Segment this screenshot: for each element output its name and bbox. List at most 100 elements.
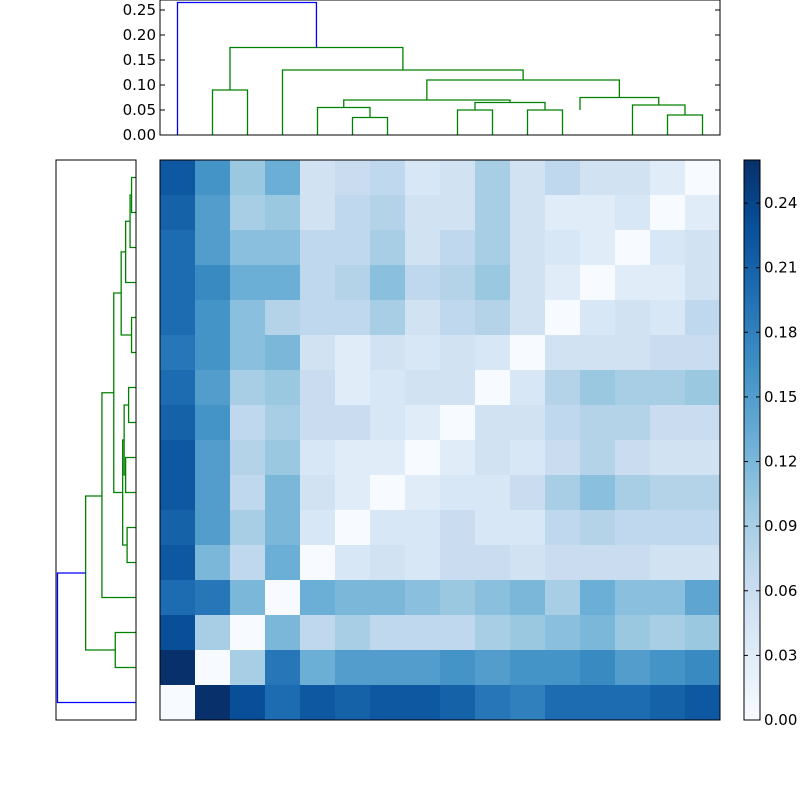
heatmap-cell <box>230 405 266 441</box>
heatmap-cell <box>300 405 336 441</box>
heatmap-cell <box>230 230 266 266</box>
heatmap-cell <box>545 650 581 686</box>
heatmap-cell <box>195 195 231 231</box>
heatmap-cell <box>545 545 581 581</box>
heatmap-cell <box>230 580 266 616</box>
heatmap-cell <box>685 160 721 196</box>
heatmap-cell <box>650 405 686 441</box>
heatmap-cell <box>195 370 231 406</box>
heatmap-cell <box>440 475 476 511</box>
heatmap-cell <box>650 160 686 196</box>
heatmap-cell <box>545 510 581 546</box>
heatmap-cell <box>370 370 406 406</box>
top-dendrogram-link <box>351 116 389 135</box>
heatmap-cell <box>265 650 301 686</box>
heatmap-cell <box>580 440 616 476</box>
heatmap-cell <box>615 265 651 301</box>
heatmap-cell <box>405 580 441 616</box>
heatmap-cell <box>615 300 651 336</box>
heatmap-cell <box>230 615 266 651</box>
heatmap-cell <box>580 650 616 686</box>
heatmap-cell <box>510 615 546 651</box>
heatmap-cell <box>230 650 266 686</box>
heatmap-cell <box>580 475 616 511</box>
heatmap-cell <box>650 580 686 616</box>
heatmap-cell <box>440 650 476 686</box>
heatmap-cell <box>545 195 581 231</box>
heatmap-cell <box>370 685 406 721</box>
top-dendrogram-link <box>211 89 249 135</box>
heatmap-cell <box>230 370 266 406</box>
heatmap-cell <box>160 405 196 441</box>
heatmap-cell <box>475 580 511 616</box>
heatmap-cell <box>370 335 406 371</box>
heatmap-cell <box>510 195 546 231</box>
heatmap-cell <box>300 440 336 476</box>
heatmap-cell <box>195 475 231 511</box>
heatmap-cell <box>440 230 476 266</box>
heatmap-cell <box>615 545 651 581</box>
heatmap-cell <box>335 650 371 686</box>
heatmap-cell <box>300 510 336 546</box>
colorbar-tick-label: 0.12 <box>764 453 797 471</box>
colorbar-frame <box>743 159 761 721</box>
heatmap-cell <box>405 370 441 406</box>
heatmap-cell <box>510 300 546 336</box>
heatmap-cell <box>545 405 581 441</box>
top-dendrogram-link <box>666 114 704 135</box>
heatmap-cell <box>440 545 476 581</box>
heatmap-cell <box>650 370 686 406</box>
heatmap-cell <box>685 370 721 406</box>
heatmap-cell <box>230 335 266 371</box>
colorbar-tick-label: 0.06 <box>764 582 797 600</box>
left-dendrogram <box>55 159 137 721</box>
heatmap-cell <box>650 475 686 511</box>
heatmap-cell <box>650 545 686 581</box>
heatmap-cell <box>160 300 196 336</box>
heatmap-cell <box>160 160 196 196</box>
heatmap-cell <box>510 440 546 476</box>
heatmap-cell <box>405 405 441 441</box>
heatmap-cell <box>475 195 511 231</box>
left-dendrogram-link <box>124 456 136 494</box>
top-dendrogram-link <box>474 101 546 110</box>
heatmap-cell <box>440 615 476 651</box>
heatmap-cell <box>475 510 511 546</box>
heatmap-cell <box>300 685 336 721</box>
heatmap-cell <box>195 545 231 581</box>
heatmap-cell <box>160 195 196 231</box>
heatmap-cell <box>440 300 476 336</box>
left-dendrogram-link <box>127 386 136 424</box>
heatmap-cell <box>615 195 651 231</box>
heatmap-cell <box>440 405 476 441</box>
heatmap-cell <box>685 475 721 511</box>
heatmap-cell <box>510 650 546 686</box>
heatmap-cell <box>160 475 196 511</box>
heatmap-cell <box>195 230 231 266</box>
heatmap-cell <box>230 510 266 546</box>
heatmap-cell <box>580 300 616 336</box>
heatmap-cell <box>335 335 371 371</box>
heatmap-cell <box>265 615 301 651</box>
heatmap-cell <box>160 265 196 301</box>
heatmap-cell <box>475 475 511 511</box>
heatmap-cell <box>160 440 196 476</box>
heatmap-cell <box>370 440 406 476</box>
heatmap-cell <box>265 195 301 231</box>
top-dendrogram-tick-label: 0.00 <box>123 126 156 144</box>
left-dendrogram-frame <box>55 159 137 721</box>
heatmap-cell <box>685 300 721 336</box>
heatmap-cell <box>580 230 616 266</box>
top-dendrogram-tick-label: 0.25 <box>123 1 156 19</box>
top-dendrogram-tick-label: 0.05 <box>123 101 156 119</box>
heatmap-cell <box>300 475 336 511</box>
heatmap-cell <box>160 685 196 721</box>
heatmap-cell <box>580 160 616 196</box>
heatmap-cell <box>615 685 651 721</box>
heatmap-cell <box>650 265 686 301</box>
top-dendrogram-link <box>229 46 404 90</box>
heatmap-cell <box>160 370 196 406</box>
heatmap-cell <box>615 160 651 196</box>
heatmap-cell <box>510 370 546 406</box>
heatmap-cell <box>300 545 336 581</box>
